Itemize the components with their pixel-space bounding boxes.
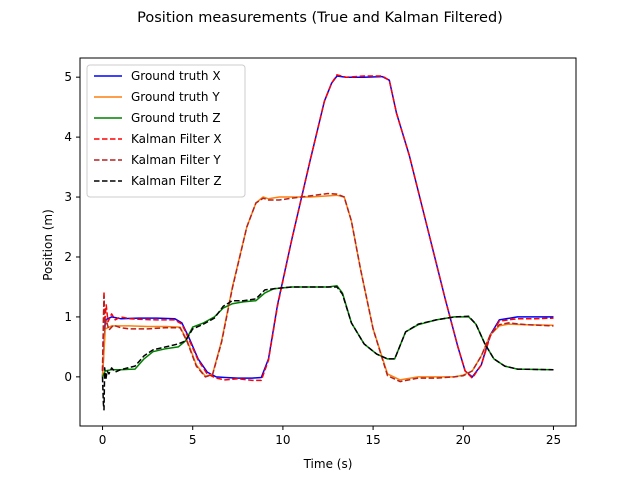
- series-line-kalman-filter-z: [101, 286, 554, 411]
- plot-frame: [79, 57, 577, 427]
- x-tick-label: 10: [275, 433, 290, 447]
- y-tick-label: 3: [64, 190, 72, 204]
- y-tick-label: 5: [64, 70, 72, 84]
- legend-entry-label: Ground truth Y: [131, 90, 220, 104]
- y-tick-label: 1: [64, 310, 72, 324]
- axis-ticks: 0 5 10 15 20 25 0 1 2 3 4 5: [64, 70, 561, 447]
- x-tick-label: 0: [99, 433, 107, 447]
- x-tick-label: 20: [456, 433, 471, 447]
- legend: Ground truth X Ground truth Y Ground truth…: [86, 64, 246, 198]
- y-tick-label: 0: [64, 370, 72, 384]
- series-line-kalman-filter-y: [101, 192, 554, 383]
- series-line-kalman-filter-x: [101, 74, 554, 382]
- legend-entry-label: Kalman Filter Y: [131, 153, 221, 167]
- y-tick-label: 4: [64, 130, 72, 144]
- legend-entry-label: Kalman Filter Z: [131, 174, 222, 188]
- x-tick-label: 5: [189, 433, 197, 447]
- chart-title: Position measurements (True and Kalman F…: [137, 10, 503, 26]
- legend-box: [86, 64, 246, 198]
- legend-entry-label: Kalman Filter X: [131, 132, 222, 146]
- x-tick-label: 25: [546, 433, 561, 447]
- series-lines: [101, 74, 554, 411]
- y-axis-label: Position (m): [41, 209, 55, 281]
- x-tick-label: 15: [365, 433, 380, 447]
- legend-entry-label: Ground truth Z: [131, 111, 221, 125]
- x-axis-label: Time (s): [303, 457, 353, 471]
- legend-entry-label: Ground truth X: [131, 69, 221, 83]
- y-tick-label: 2: [64, 250, 72, 264]
- series-line-ground-truth-z: [101, 285, 554, 378]
